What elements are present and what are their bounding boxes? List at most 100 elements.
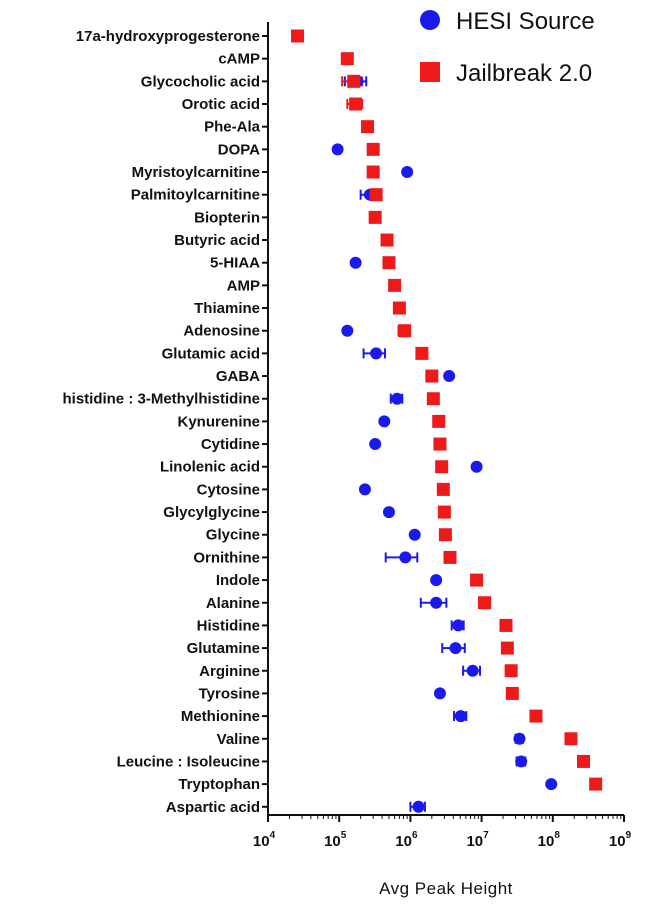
hesi-point (449, 642, 462, 655)
x-axis-ticks: 104 105 106 107 108 109 (253, 815, 632, 850)
category-label: Myristoylcarnitine (132, 164, 260, 181)
jailbreak-point (347, 74, 361, 88)
jailbreak-point (392, 301, 406, 315)
hesi-point (466, 664, 479, 677)
category-label: Valine (217, 731, 260, 748)
hesi-point (369, 438, 382, 451)
jailbreak-point (361, 120, 375, 134)
category-label: Glycocholic acid (141, 73, 260, 90)
hesi-point (370, 347, 383, 360)
hesi-point (349, 256, 362, 269)
category-label: Glutamic acid (162, 345, 260, 362)
category-label: Cytidine (201, 436, 260, 453)
hesi-point (454, 710, 467, 723)
category-label: Tyrosine (199, 685, 260, 702)
hesi-point (433, 687, 446, 700)
x-tick-exponent: 4 (270, 830, 276, 841)
hesi-point (358, 483, 371, 496)
hesi-point (401, 166, 414, 179)
jailbreak-point (504, 664, 518, 678)
jailbreak-point (529, 709, 543, 723)
x-tick-base: 10 (324, 833, 341, 850)
category-label: Butyric acid (174, 232, 260, 249)
data-marks (291, 29, 603, 813)
category-label: Glutamine (187, 640, 260, 657)
x-tick-exponent: 5 (341, 830, 347, 841)
category-label: Orotic acid (182, 96, 260, 113)
category-label: histidine : 3-Methylhistidine (62, 391, 260, 408)
category-label: 5-HIAA (210, 255, 260, 272)
category-label: Cytosine (197, 481, 260, 498)
hesi-point (382, 506, 395, 519)
jailbreak-point (436, 482, 450, 496)
x-tick-label: 105 (324, 830, 347, 850)
hesi-point (378, 415, 391, 428)
legend: HESI Source Jailbreak 2.0 (420, 8, 595, 87)
jailbreak-point (415, 346, 429, 360)
category-label: Arginine (199, 663, 260, 680)
jailbreak-point (388, 278, 402, 292)
legend-label: Jailbreak 2.0 (456, 60, 592, 87)
x-tick-base: 10 (395, 833, 412, 850)
category-labels: 17a-hydroxyprogesterone cAMP Glycocholic a… (62, 28, 260, 816)
category-label: AMP (227, 277, 260, 294)
hesi-point (545, 778, 558, 791)
jailbreak-point (500, 641, 514, 655)
x-tick-label: 104 (253, 830, 276, 850)
jailbreak-point (432, 414, 446, 428)
category-label: Adenosine (183, 323, 260, 340)
category-label: Tryptophan (178, 776, 260, 793)
category-label: cAMP (218, 51, 260, 68)
category-label: Aspartic acid (166, 799, 260, 816)
jailbreak-point (369, 188, 383, 202)
category-label: DOPA (218, 141, 260, 158)
x-tick-label: 109 (609, 830, 632, 850)
jailbreak-point (505, 686, 519, 700)
category-label: GABA (216, 368, 260, 385)
hesi-point (412, 800, 425, 813)
jailbreak-point (368, 210, 382, 224)
hesi-point (430, 574, 443, 587)
hesi-point (430, 596, 443, 609)
category-label: Glycine (206, 527, 260, 544)
x-tick-exponent: 6 (412, 830, 418, 841)
x-tick-label: 107 (466, 830, 489, 850)
jailbreak-point (564, 732, 578, 746)
jailbreak-point (366, 165, 380, 179)
hesi-point (515, 755, 528, 768)
category-label: Kynurenine (177, 413, 260, 430)
jailbreak-point (426, 392, 440, 406)
category-label: Thiamine (194, 300, 260, 317)
jailbreak-point (382, 256, 396, 270)
jailbreak-point (435, 460, 449, 474)
category-label: Palmitoylcarnitine (131, 187, 260, 204)
category-label: Biopterin (194, 209, 260, 226)
jailbreak-point (438, 528, 452, 542)
x-axis-label: Avg Peak Height (379, 879, 513, 898)
x-tick-label: 106 (395, 830, 418, 850)
category-label: Phe-Ala (204, 119, 261, 136)
jailbreak-point (443, 550, 457, 564)
jailbreak-point (478, 596, 492, 610)
jailbreak-point (340, 52, 354, 66)
jailbreak-point (437, 505, 451, 519)
x-tick-exponent: 8 (554, 830, 560, 841)
jailbreak-point (425, 369, 439, 383)
jailbreak-point (349, 97, 363, 111)
hesi-point (470, 460, 483, 473)
jailbreak-point (470, 573, 484, 587)
jailbreak-point (499, 618, 513, 632)
hesi-point (443, 370, 456, 383)
legend-square-marker (420, 62, 440, 82)
category-label: 17a-hydroxyprogesterone (76, 28, 260, 45)
jailbreak-point (398, 324, 412, 338)
category-label: Methionine (181, 708, 260, 725)
hesi-point (513, 732, 526, 745)
category-label: Ornithine (193, 549, 260, 566)
x-tick-exponent: 7 (483, 830, 489, 841)
jailbreak-point (380, 233, 394, 247)
jailbreak-point (433, 437, 447, 451)
category-label: Indole (216, 572, 260, 589)
x-tick-exponent: 9 (626, 830, 632, 841)
